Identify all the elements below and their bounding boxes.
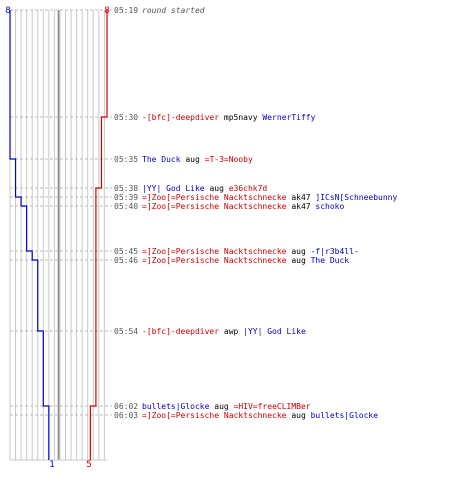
event-text: round started xyxy=(142,6,205,15)
team-series xyxy=(9,10,108,460)
blue-team-line xyxy=(9,10,50,460)
player-count-grid xyxy=(9,10,107,461)
event-time: 05:35 xyxy=(114,155,138,164)
red-text: =]Zoo[=Persische Nacktschnecke xyxy=(142,247,287,256)
red-end-score: 5 xyxy=(86,460,91,470)
event-text: -[bfc]-deepdiver mp5navy WernerTiffy xyxy=(142,113,316,122)
red-text: =]Zoo[=Persische Nacktschnecke xyxy=(142,202,287,211)
event-time: 06:03 xyxy=(114,411,138,420)
red-text: =]Zoo[=Persische Nacktschnecke xyxy=(142,411,287,420)
plain-text: aug xyxy=(287,411,311,420)
event-text: =]Zoo[=Persische Nacktschnecke aug -f|r3… xyxy=(142,247,359,256)
red-text: e36chk7d xyxy=(229,184,268,193)
event-time-lines xyxy=(10,9,112,416)
event-text: |YY| God Like aug e36chk7d xyxy=(142,184,267,193)
event-time: 05:39 xyxy=(114,193,138,202)
red-text: =T-3=Nooby xyxy=(205,155,253,164)
red-text: -[bfc]-deepdiver xyxy=(142,327,219,336)
event-text: bullets|Glocke aug =HIV=freeCLIMBer xyxy=(142,402,311,411)
event-time: 05:30 xyxy=(114,113,138,122)
event-time: 05:45 xyxy=(114,247,138,256)
event-time: 05:46 xyxy=(114,256,138,265)
blue-text: bullets|Glocke xyxy=(142,402,210,411)
event-text: =]Zoo[=Persische Nacktschnecke aug The D… xyxy=(142,256,349,265)
event-time: 05:54 xyxy=(114,327,138,336)
blue-text: The Duck xyxy=(142,155,181,164)
blue-text: -f|r3b4ll- xyxy=(311,247,359,256)
plain-text: ak47 xyxy=(287,202,316,211)
plain-text: ak47 xyxy=(287,193,316,202)
blue-text: |YY| God Like xyxy=(243,327,306,336)
event-time: 05:40 xyxy=(114,202,138,211)
blue-text: |YY| God Like xyxy=(142,184,205,193)
event-time: 05:38 xyxy=(114,184,138,193)
red-text: =]Zoo[=Persische Nacktschnecke xyxy=(142,256,287,265)
blue-text: ]ICsN[Schneebunny xyxy=(315,193,397,202)
plain-text: mp5navy xyxy=(219,113,262,122)
event-time: 05:19 xyxy=(114,6,138,15)
blue-text: schoko xyxy=(315,202,344,211)
plain-text: aug xyxy=(287,256,311,265)
blue-end-score: 1 xyxy=(49,460,54,470)
plain-text: aug xyxy=(209,402,233,411)
plain-text: aug xyxy=(181,155,205,164)
red-text: -[bfc]-deepdiver xyxy=(142,113,219,122)
plain-text: aug xyxy=(287,247,311,256)
red-start-score: 8 xyxy=(104,6,109,16)
red-text: =HIV=freeCLIMBer xyxy=(234,402,311,411)
blue-text: bullets|Glocke xyxy=(311,411,379,420)
event-text: -[bfc]-deepdiver awp |YY| God Like xyxy=(142,327,306,336)
event-text: =]Zoo[=Persische Nacktschnecke ak47 scho… xyxy=(142,202,344,211)
blue-start-score: 8 xyxy=(5,6,10,16)
event-time: 06:02 xyxy=(114,402,138,411)
event-text: =]Zoo[=Persische Nacktschnecke aug bulle… xyxy=(142,411,378,420)
plain-text: awp xyxy=(219,327,243,336)
event-text: =]Zoo[=Persische Nacktschnecke ak47 ]ICs… xyxy=(142,193,397,202)
blue-text: The Duck xyxy=(311,256,350,265)
kill-log: 05:19 round started 05:30 -[bfc]-deepdiver … xyxy=(114,6,397,420)
red-text: =]Zoo[=Persische Nacktschnecke xyxy=(142,193,287,202)
system-text: round started xyxy=(142,6,205,15)
red-team-line xyxy=(89,10,108,460)
event-text: The Duck aug =T-3=Nooby xyxy=(142,155,253,164)
plain-text: aug xyxy=(205,184,229,193)
blue-text: WernerTiffy xyxy=(262,113,315,122)
